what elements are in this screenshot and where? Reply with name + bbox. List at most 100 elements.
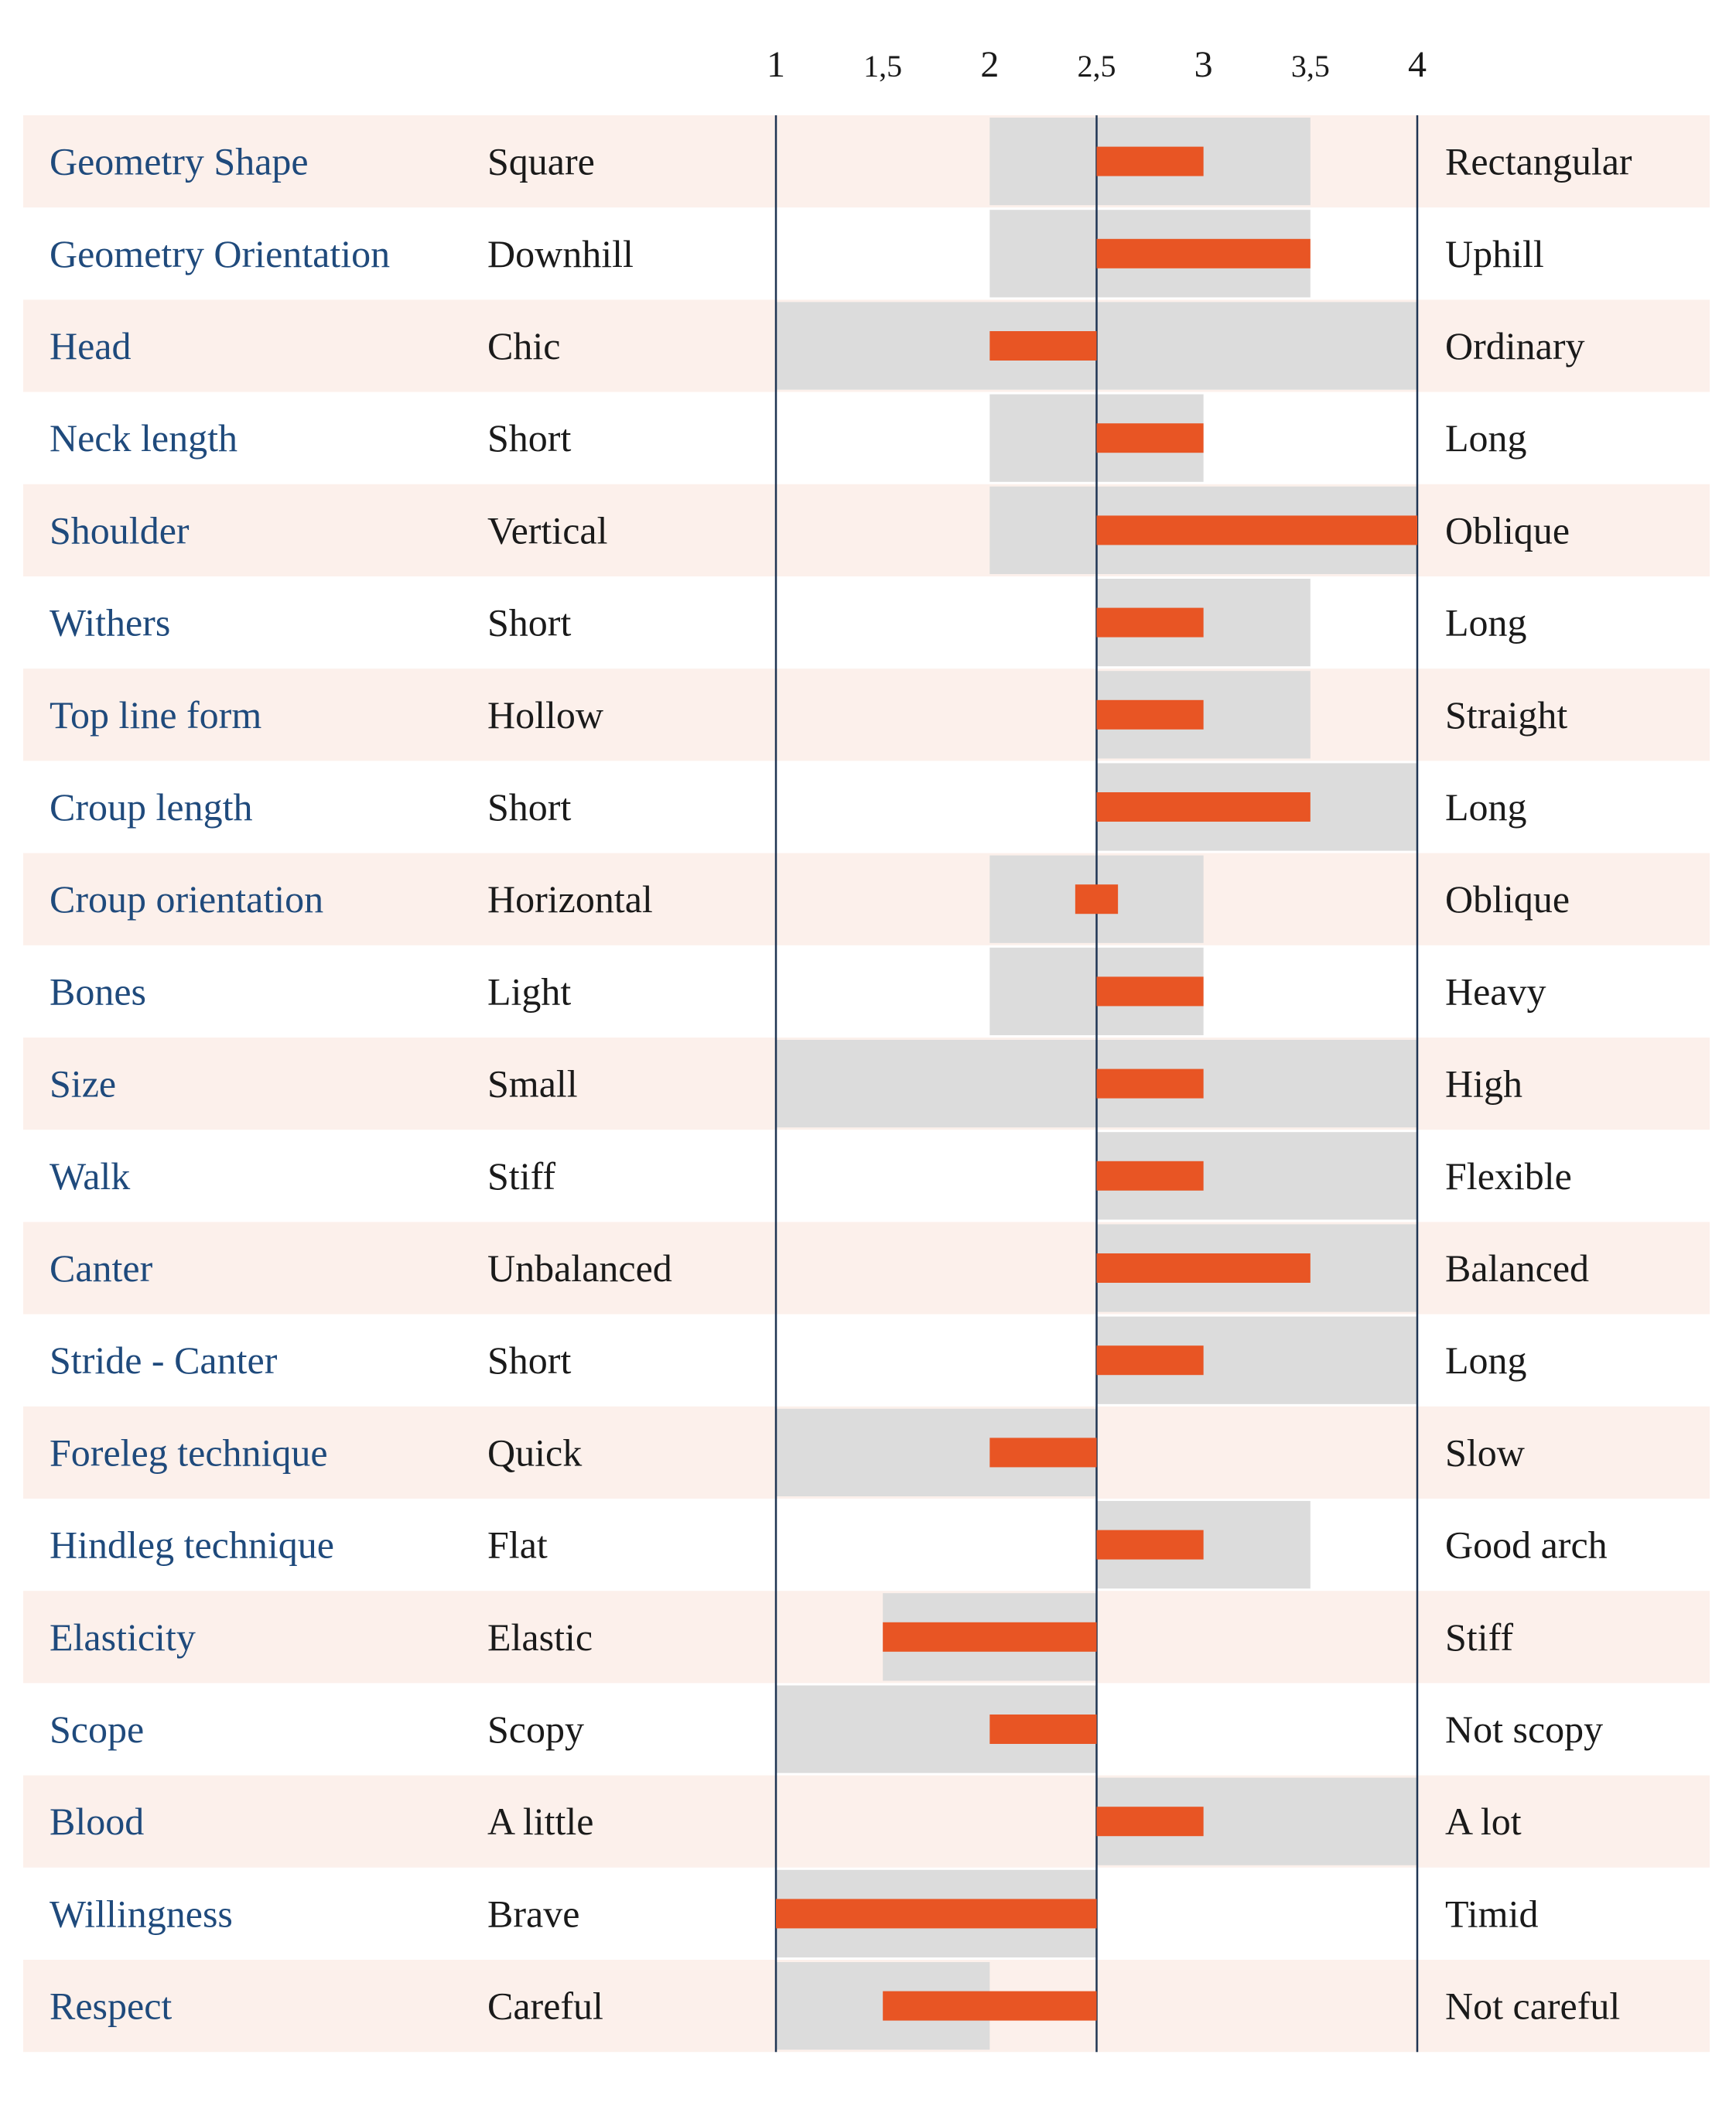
trait-label: Withers <box>50 601 170 644</box>
high-pole-label: Long <box>1445 785 1527 829</box>
score-bar <box>1096 1068 1204 1099</box>
low-pole-label: Unbalanced <box>487 1246 672 1290</box>
high-pole-label: Uphill <box>1445 232 1544 275</box>
score-bar <box>1096 1253 1311 1283</box>
score-bar <box>1096 1161 1204 1191</box>
low-pole-label: Short <box>487 601 571 644</box>
high-pole-label: Long <box>1445 416 1527 460</box>
score-bar <box>1096 699 1204 730</box>
score-bars <box>776 146 1417 2021</box>
score-bar <box>776 1899 1097 1929</box>
high-pole-label: Straight <box>1445 693 1567 737</box>
score-bar <box>1096 607 1204 638</box>
score-bar <box>1096 146 1204 176</box>
trait-label: Blood <box>50 1800 144 1843</box>
row-band <box>23 853 1710 945</box>
low-pole-label: Vertical <box>487 508 607 552</box>
low-pole-label: Downhill <box>487 232 634 275</box>
high-pole-label: Not careful <box>1445 1985 1620 2028</box>
low-pole-label: Short <box>487 785 571 829</box>
trait-label: Top line form <box>50 693 261 737</box>
high-pole-label: High <box>1445 1062 1522 1106</box>
row-band <box>23 115 1710 208</box>
low-pole-label: Elastic <box>487 1615 593 1659</box>
tick-label: 3,5 <box>1291 49 1330 84</box>
score-bar <box>1096 515 1417 545</box>
low-pole-label: Brave <box>487 1892 579 1935</box>
tick-label: 1,5 <box>863 49 902 84</box>
row-labels: Geometry Shape Square Rectangular Geometry … <box>50 140 1632 2028</box>
trait-label: Willingness <box>50 1892 233 1935</box>
trait-label: Hindleg technique <box>50 1523 334 1567</box>
trait-label: Stride - Canter <box>50 1338 278 1382</box>
trait-label: Walk <box>50 1154 130 1198</box>
high-pole-label: Long <box>1445 1338 1527 1382</box>
trait-label: Shoulder <box>50 508 190 552</box>
low-pole-label: Flat <box>487 1523 548 1567</box>
score-bar <box>1096 976 1204 1007</box>
trait-label: Bones <box>50 969 146 1013</box>
score-bar <box>1096 1807 1204 1837</box>
row-band <box>23 1222 1710 1315</box>
low-pole-label: Chic <box>487 324 560 368</box>
high-pole-label: Timid <box>1445 1892 1538 1935</box>
trait-label: Croup orientation <box>50 877 323 921</box>
low-pole-label: Stiff <box>487 1154 555 1198</box>
score-bar <box>989 1438 1097 1468</box>
score-bar <box>1096 238 1311 268</box>
high-pole-label: Balanced <box>1445 1246 1589 1290</box>
high-pole-label: Good arch <box>1445 1523 1608 1567</box>
trait-label: Croup length <box>50 785 252 829</box>
low-pole-label: Hollow <box>487 693 603 737</box>
trait-label: Geometry Orientation <box>50 232 390 275</box>
low-pole-label: Quick <box>487 1431 582 1474</box>
score-bar <box>1075 884 1119 915</box>
high-pole-label: Slow <box>1445 1431 1525 1474</box>
row-band <box>23 1775 1710 1868</box>
trait-label: Neck length <box>50 416 238 460</box>
row-band <box>23 668 1710 761</box>
score-bar <box>989 331 1097 361</box>
low-pole-label: Short <box>487 416 571 460</box>
trait-label: Respect <box>50 1985 172 2028</box>
tick-label: 2 <box>980 44 999 85</box>
trait-label: Size <box>50 1062 116 1106</box>
low-pole-label: Light <box>487 969 571 1013</box>
high-pole-label: Stiff <box>1445 1615 1513 1659</box>
tick-label: 4 <box>1408 44 1427 85</box>
trait-label: Canter <box>50 1246 153 1290</box>
low-pole-label: A little <box>487 1800 594 1843</box>
trait-label: Head <box>50 324 132 368</box>
high-pole-label: Heavy <box>1445 969 1546 1013</box>
score-bar <box>883 1622 1097 1652</box>
low-pole-label: Small <box>487 1062 578 1106</box>
high-pole-label: A lot <box>1445 1800 1522 1843</box>
tick-label: 1 <box>767 44 785 85</box>
trait-label: Geometry Shape <box>50 140 309 183</box>
high-pole-label: Flexible <box>1445 1154 1572 1198</box>
score-bar <box>1096 1530 1204 1560</box>
high-pole-label: Oblique <box>1445 877 1570 921</box>
high-pole-label: Not scopy <box>1445 1708 1603 1751</box>
score-bar <box>883 1991 1097 2021</box>
low-pole-label: Square <box>487 140 595 183</box>
high-pole-label: Long <box>1445 601 1527 644</box>
low-pole-label: Short <box>487 1338 571 1382</box>
score-bar <box>1096 792 1311 822</box>
high-pole-label: Oblique <box>1445 508 1570 552</box>
score-bar <box>1096 423 1204 453</box>
low-pole-label: Scopy <box>487 1708 584 1751</box>
tick-label: 2,5 <box>1078 49 1116 84</box>
tick-label: 3 <box>1194 44 1213 85</box>
trait-label: Elasticity <box>50 1615 196 1659</box>
low-pole-label: Careful <box>487 1985 603 2028</box>
score-bar <box>1096 1345 1204 1376</box>
low-pole-label: Horizontal <box>487 877 653 921</box>
row-band <box>23 484 1710 576</box>
high-pole-label: Ordinary <box>1445 324 1585 368</box>
score-bar <box>989 1715 1097 1744</box>
row-band <box>23 1591 1710 1684</box>
high-pole-label: Rectangular <box>1445 140 1632 183</box>
